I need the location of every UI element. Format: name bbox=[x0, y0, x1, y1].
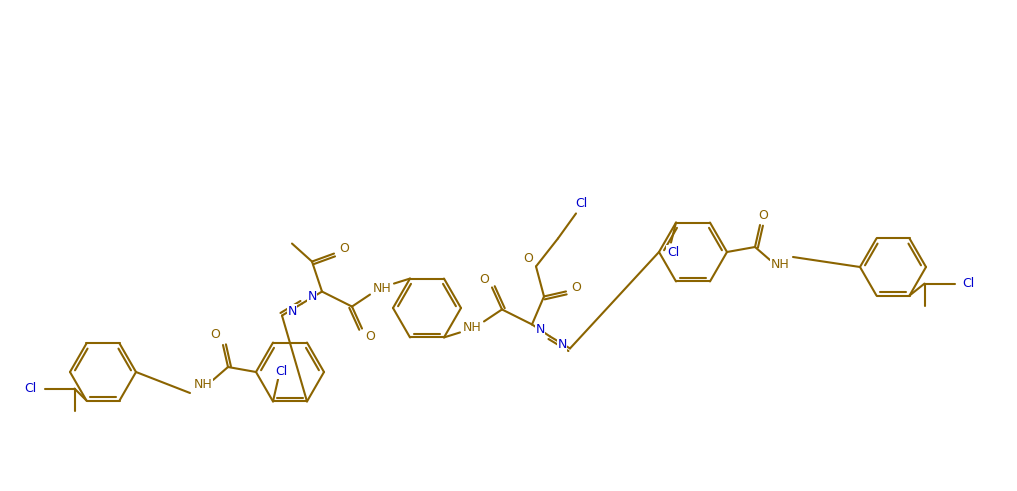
Text: N: N bbox=[557, 338, 566, 351]
Text: NH: NH bbox=[771, 258, 789, 272]
Text: N: N bbox=[307, 290, 316, 303]
Text: N: N bbox=[288, 305, 297, 318]
Text: Cl: Cl bbox=[575, 197, 587, 210]
Text: Cl: Cl bbox=[275, 365, 287, 378]
Text: Cl: Cl bbox=[962, 277, 974, 290]
Text: Cl: Cl bbox=[667, 246, 679, 259]
Text: NH: NH bbox=[193, 379, 213, 391]
Text: O: O bbox=[758, 209, 768, 221]
Text: N: N bbox=[535, 323, 545, 336]
Text: O: O bbox=[211, 328, 220, 342]
Text: NH: NH bbox=[463, 321, 481, 334]
Text: Cl: Cl bbox=[24, 382, 37, 395]
Text: O: O bbox=[479, 273, 489, 286]
Text: O: O bbox=[339, 242, 349, 255]
Text: O: O bbox=[523, 252, 533, 265]
Text: O: O bbox=[572, 281, 581, 294]
Text: NH: NH bbox=[372, 282, 392, 295]
Text: O: O bbox=[365, 330, 375, 343]
